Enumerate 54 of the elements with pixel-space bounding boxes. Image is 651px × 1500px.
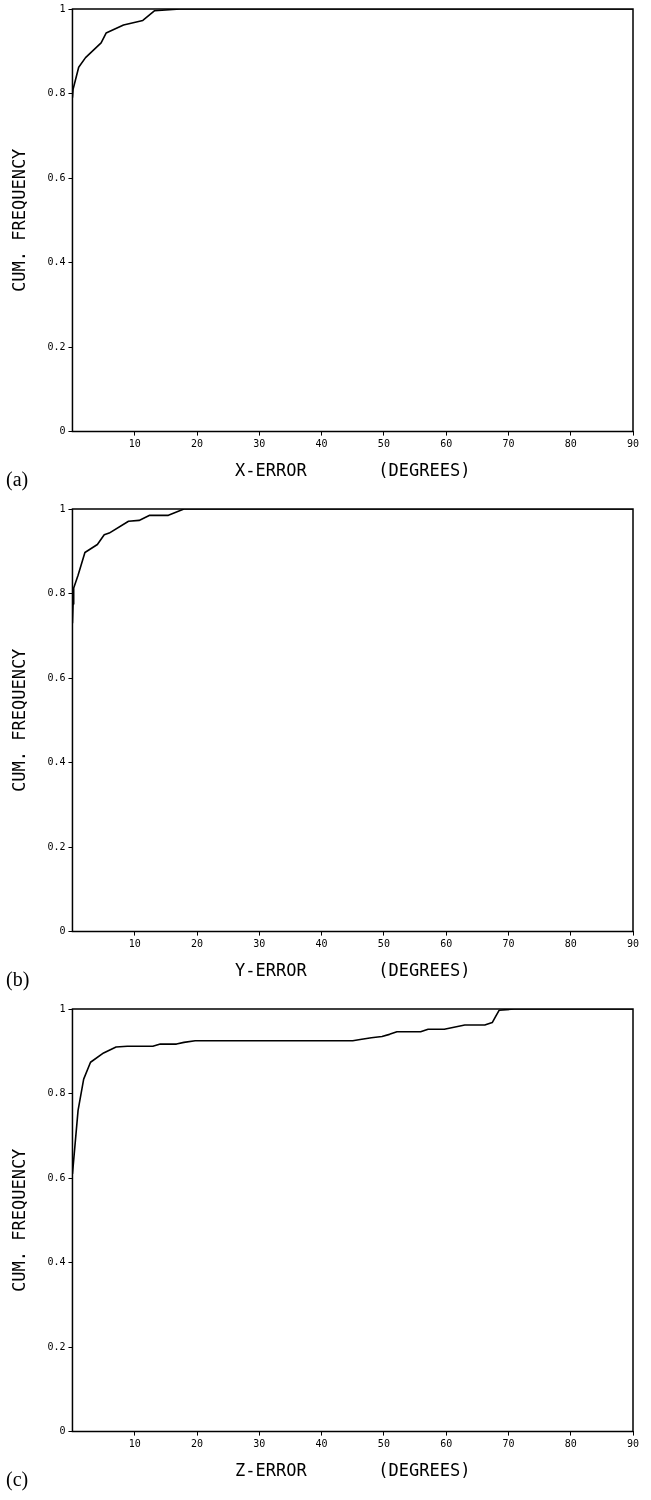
- y-tick-label: 0: [59, 425, 66, 437]
- x-tick-label: 60: [440, 938, 453, 950]
- x-tick-label: 10: [128, 1438, 141, 1450]
- x-tick-label: 90: [626, 438, 640, 450]
- x-tick-label: 50: [377, 438, 390, 450]
- x-tick-label: 10: [128, 938, 141, 950]
- y-tick-label: 0.6: [47, 1171, 66, 1183]
- text: (c): [6, 1468, 29, 1491]
- x-tick-label: 70: [502, 438, 515, 450]
- x-tick-label: 10: [128, 438, 141, 450]
- x-axis-title: Z-ERROR (DEGREES): [235, 1460, 471, 1481]
- y-axis-title: CUM. FREQUENCY: [8, 1148, 29, 1292]
- y-tick-label: 0.6: [47, 171, 66, 183]
- y-tick-label: 0.2: [47, 340, 66, 352]
- y-tick-label: 0.4: [47, 756, 66, 768]
- y-tick-label: 0.2: [47, 1340, 66, 1352]
- x-tick-label: 80: [564, 938, 577, 950]
- x-tick-label: 80: [564, 438, 577, 450]
- text: (a): [6, 468, 29, 491]
- y-tick-label: 1: [59, 2, 66, 14]
- x-tick-label: 50: [377, 1438, 390, 1450]
- y-tick-label: 0.4: [47, 256, 66, 268]
- y-tick-label: 0.4: [47, 1256, 66, 1268]
- y-tick-label: 0.2: [47, 840, 66, 852]
- x-tick-label: 40: [315, 438, 328, 450]
- y-axis-title: CUM. FREQUENCY: [8, 148, 29, 292]
- y-tick-label: 0.8: [47, 587, 66, 599]
- y-tick-label: 1: [59, 1002, 66, 1014]
- x-tick-label: 60: [440, 438, 453, 450]
- x-axis-title: Y-ERROR (DEGREES): [235, 960, 471, 981]
- x-tick-label: 40: [315, 938, 328, 950]
- x-tick-label: 80: [564, 1438, 577, 1450]
- x-tick-label: 50: [377, 938, 390, 950]
- text: (b): [6, 968, 30, 991]
- y-axis-title: CUM. FREQUENCY: [8, 648, 29, 792]
- x-tick-label: 20: [191, 1438, 204, 1450]
- x-tick-label: 30: [253, 1438, 266, 1450]
- x-tick-label: 60: [440, 1438, 453, 1450]
- y-tick-label: 1: [59, 502, 66, 514]
- x-tick-label: 20: [191, 438, 204, 450]
- y-tick-label: 0.8: [47, 1087, 66, 1099]
- x-axis-title: X-ERROR (DEGREES): [235, 460, 471, 481]
- x-tick-label: 70: [502, 938, 515, 950]
- y-tick-label: 0: [59, 925, 66, 937]
- y-tick-label: 0.8: [47, 87, 66, 99]
- x-tick-label: 20: [191, 938, 204, 950]
- x-tick-label: 30: [253, 438, 266, 450]
- y-tick-label: 0.6: [47, 671, 66, 683]
- x-tick-label: 30: [253, 938, 266, 950]
- x-tick-label: 70: [502, 1438, 515, 1450]
- x-tick-label: 90: [626, 1438, 640, 1450]
- y-tick-label: 0: [59, 1425, 66, 1437]
- x-tick-label: 90: [626, 938, 640, 950]
- x-tick-label: 40: [315, 1438, 328, 1450]
